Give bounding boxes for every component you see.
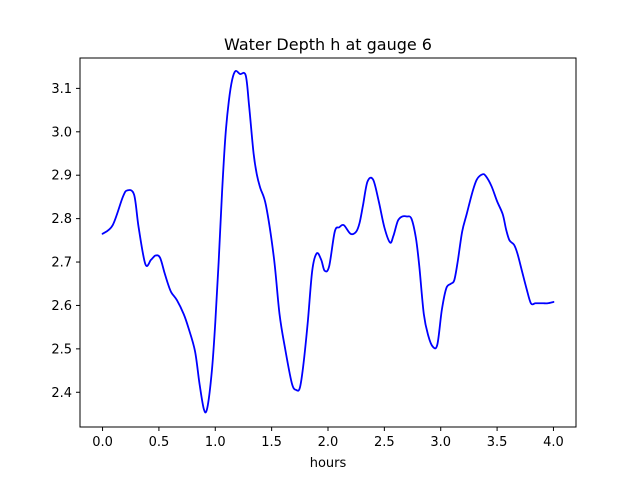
- axes-frame: [79, 57, 577, 428]
- y-tick-label: 2.6: [51, 299, 72, 314]
- y-tick-label: 2.8: [51, 212, 72, 227]
- y-tick-label: 2.4: [51, 386, 72, 401]
- y-tick-label: 2.5: [51, 342, 72, 357]
- y-tick-label: 2.7: [51, 256, 72, 271]
- x-tick-label: 0.5: [149, 435, 170, 450]
- x-tick-label: 3.5: [487, 435, 508, 450]
- x-tick-label: 1.5: [261, 435, 282, 450]
- y-tick-label: 3.1: [51, 82, 72, 97]
- x-tick-label: 2.0: [318, 435, 339, 450]
- y-tick-label: 3.0: [51, 125, 72, 140]
- x-tick-label: 1.0: [205, 435, 226, 450]
- x-tick-label: 2.5: [374, 435, 395, 450]
- chart-title: Water Depth h at gauge 6: [224, 35, 432, 54]
- series-line: [101, 69, 555, 414]
- y-axis-ticks: 2.4 2.5 2.6 2.7 2.8 2.9 3.0 3.1: [51, 82, 80, 401]
- plot-area: [80, 58, 576, 427]
- x-tick-label: 4.0: [543, 435, 564, 450]
- x-tick-label: 3.0: [430, 435, 451, 450]
- x-tick-label: 0.0: [92, 435, 113, 450]
- y-tick-label: 2.9: [51, 169, 72, 184]
- x-axis-label: hours: [310, 456, 347, 471]
- x-axis-ticks: 0.0 0.5 1.0 1.5 2.0 2.5 3.0 3.5 4.0: [92, 427, 564, 450]
